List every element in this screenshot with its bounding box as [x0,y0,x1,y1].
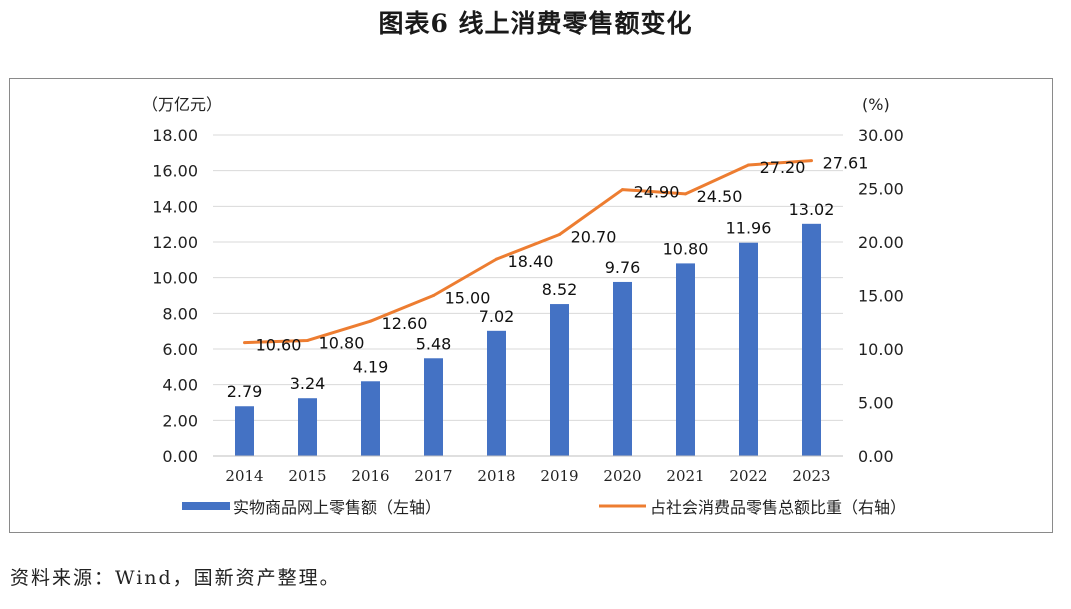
line-point [684,192,687,196]
y-left-tick-label: 6.00 [162,340,198,359]
line-point [810,159,813,163]
line-value-label: 24.90 [634,183,680,202]
bar-value-label: 10.80 [663,239,709,258]
legend: 实物商品网上零售额（左轴） 占社会消费品零售总额比重（右轴） [182,498,906,517]
bar-series [235,223,821,456]
bar-value-label: 13.02 [789,200,835,219]
bar [298,398,317,456]
line-point [306,338,309,342]
bar [424,358,443,456]
source-note: 资料来源：Wind，国新资产整理。 [10,567,341,589]
x-tick-label: 2023 [792,467,830,485]
line-point [243,341,246,345]
line-point [432,294,435,297]
y-right-tick-label: 20.00 [858,233,904,252]
x-tick-label: 2019 [540,467,578,485]
legend-bar-label: 实物商品网上零售额（左轴） [233,498,441,517]
y-right-tick-label: 10.00 [858,340,904,359]
chart-canvas: 2.79 3.24 4.19 5.48 7.02 8.52 9.76 10.80 11.96 13… [142,95,906,517]
y-right-tick-label: 5.00 [858,394,894,413]
line-value-label: 27.61 [823,154,869,173]
line-value-label: 10.80 [319,333,365,352]
bar [235,406,254,456]
line-value-label: 24.50 [697,187,743,206]
bar-value-label: 11.96 [726,219,772,238]
y-left-tick-label: 16.00 [152,162,198,181]
bar-value-label: 3.24 [290,374,326,393]
legend-line-label: 占社会消费品零售总额比重（右轴） [650,498,906,517]
line-point [621,188,624,192]
x-tick-label: 2022 [729,467,767,485]
bar [676,263,695,456]
bar [802,223,821,456]
line-point [558,233,561,237]
y-left-unit: （万亿元） [142,95,222,114]
y-left-tick-label: 10.00 [152,269,198,288]
bar-value-label: 9.76 [605,258,641,277]
y-left-tick-label: 12.00 [152,233,198,252]
line-value-label: 20.70 [571,228,617,247]
line-value-label: 18.40 [508,252,554,271]
y-left-tick-label: 18.00 [152,126,198,145]
bar [739,242,758,456]
y-left-tick-label: 2.00 [162,411,198,430]
y-right-unit: (%) [862,95,890,114]
y-left-tick-label: 8.00 [162,304,198,323]
line-value-label: 27.20 [760,158,806,177]
bar [487,330,506,456]
gridlines [213,134,843,457]
y-right-tick-label: 25.00 [858,180,904,199]
line-point [369,319,372,323]
line-series [243,159,813,345]
data-labels: 2.79 3.24 4.19 5.48 7.02 8.52 9.76 10.80 11.96 13… [227,154,869,402]
x-tick-label: 2014 [225,467,263,485]
bar [550,304,569,456]
line-value-label: 10.60 [256,336,302,355]
y-left-tick-label: 14.00 [152,197,198,216]
line-series-path [244,159,812,345]
y-left-tick-label: 4.00 [162,376,198,395]
bar-value-label: 8.52 [542,280,578,299]
bar-value-label: 7.02 [479,307,515,326]
y-right-tick-label: 15.00 [858,287,904,306]
x-tick-label: 2020 [603,467,641,485]
bar [361,381,380,456]
y-right-tick-label: 30.00 [858,126,904,145]
x-tick-label: 2017 [414,467,452,485]
y-right-tick-label: 0.00 [858,447,894,466]
bar-value-label: 5.48 [416,334,452,353]
y-left-tick-label: 0.00 [162,447,198,466]
axes: 0.00 2.00 4.00 6.00 8.00 10.00 12.00 14.00 16.00… [142,95,904,485]
x-tick-label: 2015 [288,467,326,485]
line-point [495,257,498,261]
line-point [747,163,750,167]
line-value-label: 12.60 [382,314,428,333]
bar-value-label: 2.79 [227,382,263,401]
bar [613,281,632,456]
x-tick-label: 2021 [666,467,704,485]
chart-frame: 2.79 3.24 4.19 5.48 7.02 8.52 9.76 10.80 11.96 13… [9,78,1053,533]
x-tick-label: 2018 [477,467,515,485]
legend-bar-swatch [182,502,230,510]
figure-title: 图表6 线上消费零售额变化 [378,9,693,38]
line-value-label: 15.00 [445,289,491,308]
x-tick-label: 2016 [351,467,389,485]
bar-value-label: 4.19 [353,357,389,376]
